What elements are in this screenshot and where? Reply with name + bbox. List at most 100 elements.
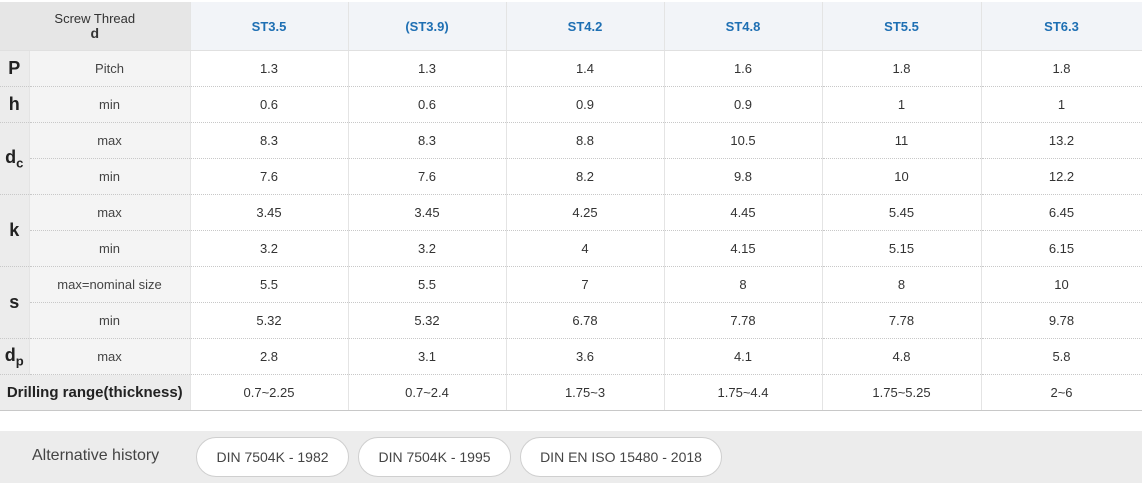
cell-value: 7.78 bbox=[822, 302, 982, 339]
cell-value: 1.75~4.4 bbox=[664, 374, 823, 411]
cell-value: 6.15 bbox=[981, 230, 1142, 267]
cell-value: 8.2 bbox=[506, 158, 665, 195]
row-label: max bbox=[29, 194, 191, 231]
size-header: ST4.8 bbox=[664, 2, 823, 51]
row-symbol: h bbox=[0, 86, 30, 123]
cell-value: 0.9 bbox=[506, 86, 665, 123]
cell-value: 4.15 bbox=[664, 230, 823, 267]
row-symbol: dp bbox=[0, 338, 30, 375]
cell-value: 13.2 bbox=[981, 122, 1142, 159]
cell-value: 1.75~3 bbox=[506, 374, 665, 411]
cell-value: 4.25 bbox=[506, 194, 665, 231]
table-row-s-max: s max=nominal size 5.5 5.5 7 8 8 10 bbox=[0, 266, 1142, 339]
row-label: Drilling range(thickness) bbox=[0, 374, 191, 411]
cell-value: 3.1 bbox=[348, 338, 507, 375]
header-row: Screw Thread d ST3.5 (ST3.9) ST4.2 ST4.8… bbox=[0, 2, 1142, 51]
cell-value: 8 bbox=[822, 266, 982, 303]
cell-value: 10 bbox=[822, 158, 982, 195]
size-header: ST3.5 bbox=[190, 2, 349, 51]
cell-value: 7.78 bbox=[664, 302, 823, 339]
cell-value: 1.8 bbox=[981, 50, 1142, 87]
size-header: (ST3.9) bbox=[348, 2, 507, 51]
cell-value: 1.75~5.25 bbox=[822, 374, 982, 411]
cell-value: 8 bbox=[664, 266, 823, 303]
cell-value: 8.3 bbox=[348, 122, 507, 159]
cell-value: 0.7~2.25 bbox=[190, 374, 349, 411]
cell-value: 6.78 bbox=[506, 302, 665, 339]
cell-value: 5.15 bbox=[822, 230, 982, 267]
table-row-drilling: Drilling range(thickness) 0.7~2.25 0.7~2… bbox=[0, 374, 1142, 411]
cell-value: 0.6 bbox=[348, 86, 507, 123]
alternative-history-bar: Alternative history DIN 7504K - 1982 DIN… bbox=[0, 431, 1142, 483]
cell-value: 1 bbox=[981, 86, 1142, 123]
table-row-dp: dp max 2.8 3.1 3.6 4.1 4.8 5.8 bbox=[0, 338, 1142, 375]
table-row-h: h min 0.6 0.6 0.9 0.9 1 1 bbox=[0, 86, 1142, 123]
cell-value: 3.2 bbox=[348, 230, 507, 267]
cell-value: 7 bbox=[506, 266, 665, 303]
history-item-din-7504k-1982[interactable]: DIN 7504K - 1982 bbox=[196, 437, 349, 477]
table-row-k-max: k max 3.45 3.45 4.25 4.45 5.45 6.45 bbox=[0, 194, 1142, 267]
cell-value: 10.5 bbox=[664, 122, 823, 159]
corner-title: Screw Thread bbox=[54, 11, 136, 26]
corner-symbol: d bbox=[90, 25, 100, 41]
row-symbol: P bbox=[0, 50, 30, 87]
cell-value: 5.8 bbox=[981, 338, 1142, 375]
cell-value: 2~6 bbox=[981, 374, 1142, 411]
cell-value: 1.8 bbox=[822, 50, 982, 87]
header-corner: Screw Thread d bbox=[0, 2, 191, 51]
cell-value: 8.8 bbox=[506, 122, 665, 159]
cell-value: 3.6 bbox=[506, 338, 665, 375]
cell-value: 7.6 bbox=[348, 158, 507, 195]
cell-value: 4.45 bbox=[664, 194, 823, 231]
size-header: ST4.2 bbox=[506, 2, 665, 51]
row-label: Pitch bbox=[29, 50, 191, 87]
cell-value: 0.7~2.4 bbox=[348, 374, 507, 411]
cell-value: 4.8 bbox=[822, 338, 982, 375]
cell-value: 4.1 bbox=[664, 338, 823, 375]
cell-value: 10 bbox=[981, 266, 1142, 303]
cell-value: 3.45 bbox=[190, 194, 349, 231]
cell-value: 11 bbox=[822, 122, 982, 159]
history-item-din-7504k-1995[interactable]: DIN 7504K - 1995 bbox=[358, 437, 511, 477]
row-symbol: dc bbox=[0, 122, 30, 195]
cell-value: 1.6 bbox=[664, 50, 823, 87]
cell-value: 3.2 bbox=[190, 230, 349, 267]
cell-value: 5.32 bbox=[190, 302, 349, 339]
cell-value: 0.6 bbox=[190, 86, 349, 123]
spec-table: Screw Thread d ST3.5 (ST3.9) ST4.2 ST4.8… bbox=[0, 2, 1142, 411]
row-label: min bbox=[29, 230, 191, 267]
size-header: ST6.3 bbox=[981, 2, 1142, 51]
table-row-pitch: P Pitch 1.3 1.3 1.4 1.6 1.8 1.8 bbox=[0, 50, 1142, 87]
table-row-dc-min: min 7.6 7.6 8.2 9.8 10 12.2 bbox=[0, 158, 1142, 195]
cell-value: 6.45 bbox=[981, 194, 1142, 231]
cell-value: 5.32 bbox=[348, 302, 507, 339]
row-symbol: k bbox=[0, 194, 30, 267]
row-label: max=nominal size bbox=[29, 266, 191, 303]
cell-value: 9.78 bbox=[981, 302, 1142, 339]
cell-value: 5.5 bbox=[190, 266, 349, 303]
cell-value: 1.4 bbox=[506, 50, 665, 87]
cell-value: 12.2 bbox=[981, 158, 1142, 195]
size-header: ST5.5 bbox=[822, 2, 982, 51]
row-label: min bbox=[29, 86, 191, 123]
cell-value: 2.8 bbox=[190, 338, 349, 375]
row-label: min bbox=[29, 302, 191, 339]
cell-value: 1 bbox=[822, 86, 982, 123]
cell-value: 0.9 bbox=[664, 86, 823, 123]
cell-value: 5.5 bbox=[348, 266, 507, 303]
table-row-k-min: min 3.2 3.2 4 4.15 5.15 6.15 bbox=[0, 230, 1142, 267]
history-item-din-en-iso-15480-2018[interactable]: DIN EN ISO 15480 - 2018 bbox=[520, 437, 722, 477]
table-row-dc-max: dc max 8.3 8.3 8.8 10.5 11 13.2 bbox=[0, 122, 1142, 195]
alternative-history-label: Alternative history bbox=[32, 447, 160, 464]
cell-value: 7.6 bbox=[190, 158, 349, 195]
cell-value: 1.3 bbox=[190, 50, 349, 87]
row-label: max bbox=[29, 122, 191, 159]
row-label: min bbox=[29, 158, 191, 195]
cell-value: 8.3 bbox=[190, 122, 349, 159]
row-label: max bbox=[29, 338, 191, 375]
row-symbol: s bbox=[0, 266, 30, 339]
cell-value: 3.45 bbox=[348, 194, 507, 231]
cell-value: 1.3 bbox=[348, 50, 507, 87]
cell-value: 5.45 bbox=[822, 194, 982, 231]
cell-value: 9.8 bbox=[664, 158, 823, 195]
